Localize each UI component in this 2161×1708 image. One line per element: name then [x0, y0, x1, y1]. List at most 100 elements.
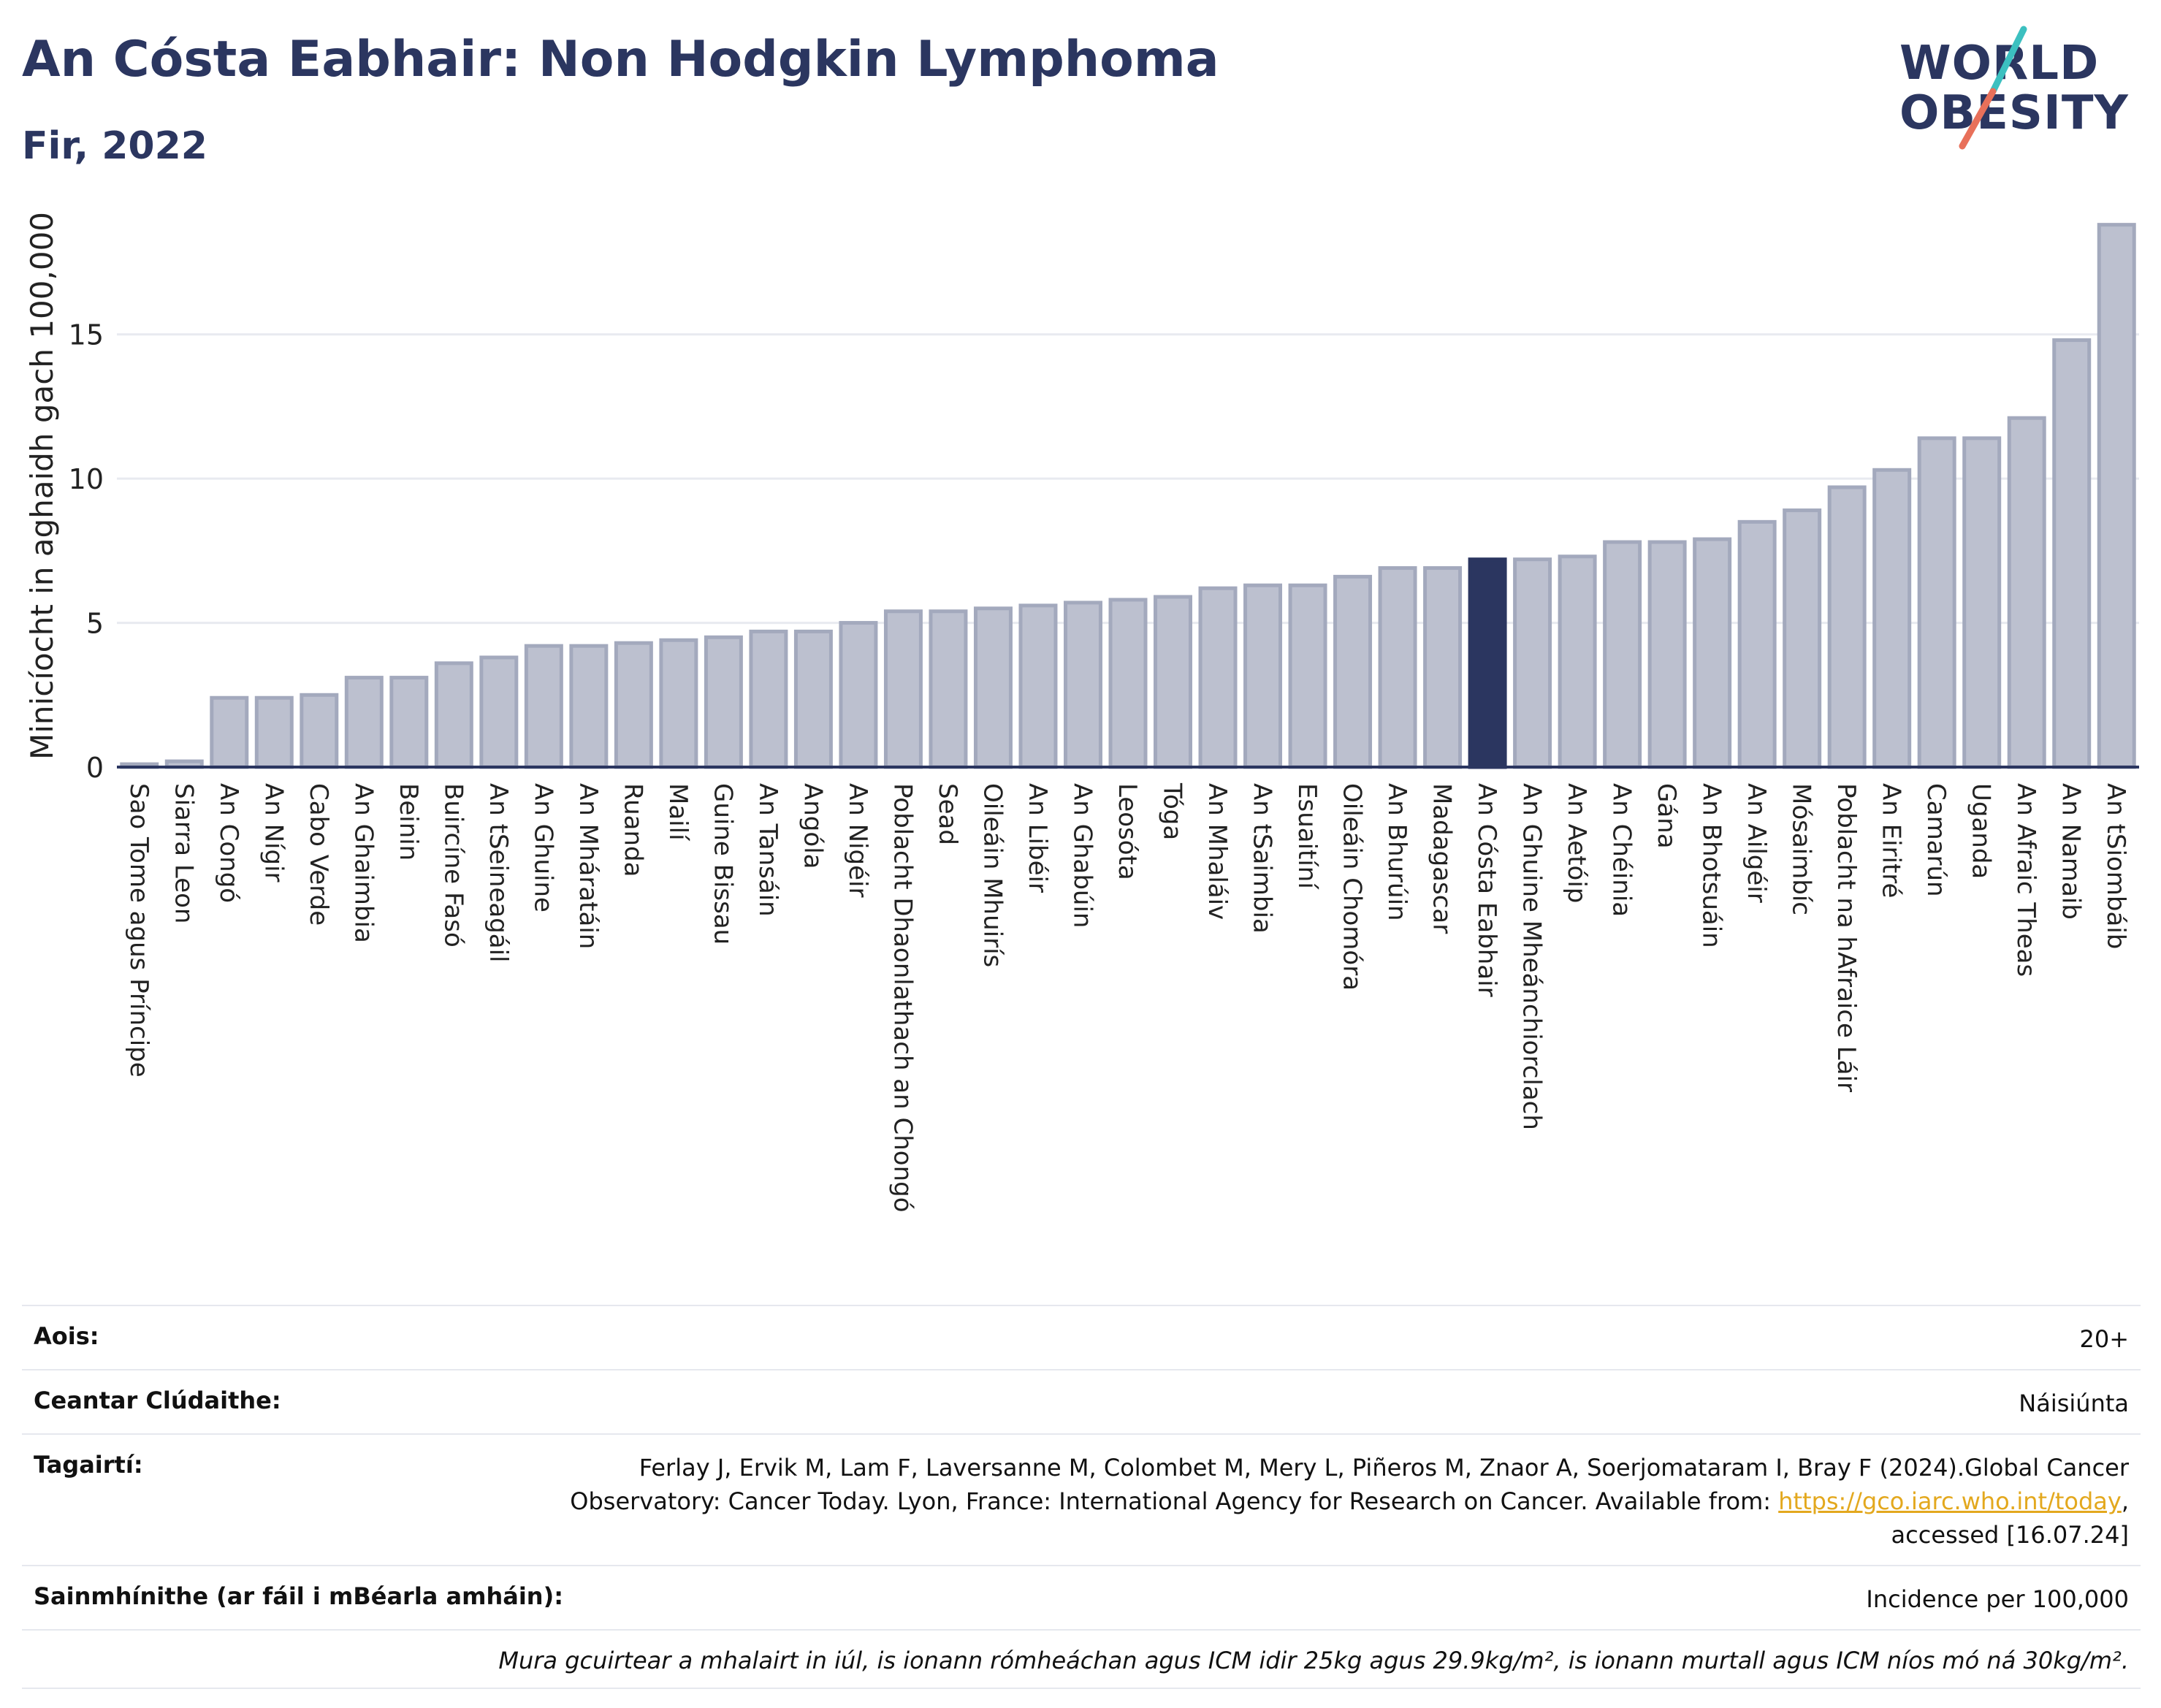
x-tick-label: An tSeineagáil [484, 783, 513, 963]
bar [1827, 485, 1867, 769]
references-tail: , accessed [16.07.24] [1891, 1487, 2129, 1549]
bar [839, 621, 878, 769]
x-tick-label: An Ghuine [528, 783, 557, 912]
bar [1243, 583, 1283, 769]
x-tick-label: An Bhurúin [1382, 783, 1411, 921]
bar [749, 629, 788, 769]
bar [2097, 223, 2136, 769]
bar [659, 638, 698, 769]
bar [883, 609, 923, 769]
x-tick-label: Sao Tome agus Príncipe [124, 783, 153, 1078]
x-tick-label: An Afraic Theas [2011, 783, 2040, 977]
x-tick-label: An Mhaláiv [1203, 783, 1232, 920]
x-tick-label: An Cósta Eabhair [1472, 783, 1501, 997]
bar [1693, 537, 1732, 769]
y-axis-label: Minicíocht in aghaidh gach 100,000 [24, 212, 60, 760]
bar [614, 641, 653, 769]
info-row-age: Aois: 20+ [22, 1305, 2141, 1369]
bar [344, 676, 384, 769]
x-tick-label: Tóga [1158, 782, 1187, 840]
definitions-value: Incidence per 100,000 [1866, 1585, 2129, 1613]
x-tick-label: Buircíne Fasó [438, 783, 468, 948]
x-tick-label: Esuaitíní [1292, 783, 1322, 890]
bar [1962, 436, 2002, 769]
bar [973, 606, 1013, 769]
x-tick-label: Cabo Verde [304, 783, 333, 926]
bar [1513, 557, 1552, 769]
page-subtitle: Fir, 2022 [22, 124, 207, 168]
x-tick-label: Beinin [394, 783, 423, 861]
bar [1288, 583, 1327, 769]
x-tick-label: Siarra Leon [169, 783, 198, 923]
bar [1154, 595, 1193, 769]
bar [210, 695, 249, 769]
page-title: An Cósta Eabhair: Non Hodgkin Lymphoma [22, 31, 1219, 88]
area-value: Náisiúnta [2019, 1389, 2129, 1417]
x-tick-label: An Tansáin [753, 783, 782, 917]
x-tick-label: Oileáin Mhuirís [977, 783, 1007, 967]
bar [1468, 557, 1507, 769]
x-tick-label: Leosóta [1113, 783, 1142, 880]
footnote: Mura gcuirtear a mhalairt in iúl, is ion… [498, 1647, 2129, 1674]
x-tick-label: An Ghaimbia [348, 783, 378, 943]
references-text: Ferlay J, Ervik M, Lam F, Laversanne M, … [570, 1454, 2129, 1515]
x-tick-label: An Ghabúin [1067, 783, 1097, 928]
bar [300, 693, 339, 769]
definitions-label: Sainmhínithe (ar fáil i mBéarla amháin): [34, 1582, 563, 1610]
bar [254, 695, 294, 769]
bar [1108, 598, 1148, 769]
bar-chart: 0 5 10 15 Minicíocht in aghaidh gach 100,000… [24, 212, 2139, 1213]
references-label: Tagairtí: [34, 1451, 143, 1479]
x-tick-label: An Bhotsuáin [1697, 783, 1726, 948]
world-obesity-logo: WORLD OBESITY [1899, 22, 2148, 153]
bar [569, 644, 609, 769]
x-tick-label: An Ailgéir [1742, 783, 1771, 903]
x-tick-label: An Libéir [1023, 783, 1052, 893]
age-value: 20+ [2079, 1325, 2129, 1353]
y-tick-label: 10 [69, 463, 104, 495]
x-tick-label: Angóla [798, 783, 827, 869]
bar [1603, 540, 1642, 769]
bar [704, 635, 743, 769]
bar [2052, 338, 2092, 769]
info-row-note: Mura gcuirtear a mhalairt in iúl, is ion… [22, 1629, 2141, 1689]
bar [1737, 519, 1777, 769]
bar [524, 644, 563, 769]
references-link[interactable]: https://gco.iarc.who.int/today [1778, 1487, 2122, 1515]
x-tick-label: Mósaimbíc [1787, 783, 1816, 915]
x-tick-label: An tSiombáib [2101, 783, 2130, 949]
references-value: Ferlay J, Ervik M, Lam F, Laversanne M, … [551, 1451, 2129, 1552]
x-tick-label: Ruanda [618, 783, 647, 877]
bar [1018, 603, 1058, 769]
bar [1198, 586, 1238, 769]
bar [389, 676, 429, 769]
x-tick-label: Uganda [1967, 783, 1996, 879]
info-row-area: Ceantar Clúdaithe: Náisiúnta [22, 1369, 2141, 1433]
x-tick-label: An Namaib [2057, 783, 2086, 920]
bar [1558, 554, 1597, 769]
bar [1783, 508, 1822, 769]
x-tick-label: An Ghuine Mheánchiorclach [1517, 783, 1547, 1130]
bar [1647, 540, 1687, 769]
x-tick-label: An Aetóip [1562, 783, 1591, 903]
bar [434, 661, 473, 769]
bar [479, 655, 519, 769]
y-tick-label: 0 [86, 752, 104, 784]
x-tick-label: Madagascar [1428, 783, 1457, 934]
x-tick-label: An Nígir [259, 783, 288, 882]
x-tick-label: An Congó [214, 783, 243, 903]
bar [1423, 566, 1463, 769]
x-tick-label: Gána [1652, 783, 1681, 849]
bar [793, 629, 833, 769]
x-tick-label: An Eiritré [1877, 783, 1906, 898]
bar [929, 609, 968, 769]
y-tick-label: 5 [86, 608, 104, 640]
x-tick-label: Camarún [1921, 783, 1951, 897]
bar [1872, 468, 1912, 769]
bar [1333, 574, 1373, 769]
x-tick-label: An Mháratáin [573, 783, 603, 949]
info-row-definitions: Sainmhínithe (ar fáil i mBéarla amháin):… [22, 1565, 2141, 1629]
bar [1063, 601, 1102, 769]
y-tick-label: 15 [69, 319, 104, 351]
logo-slash-icon [1959, 26, 2027, 150]
